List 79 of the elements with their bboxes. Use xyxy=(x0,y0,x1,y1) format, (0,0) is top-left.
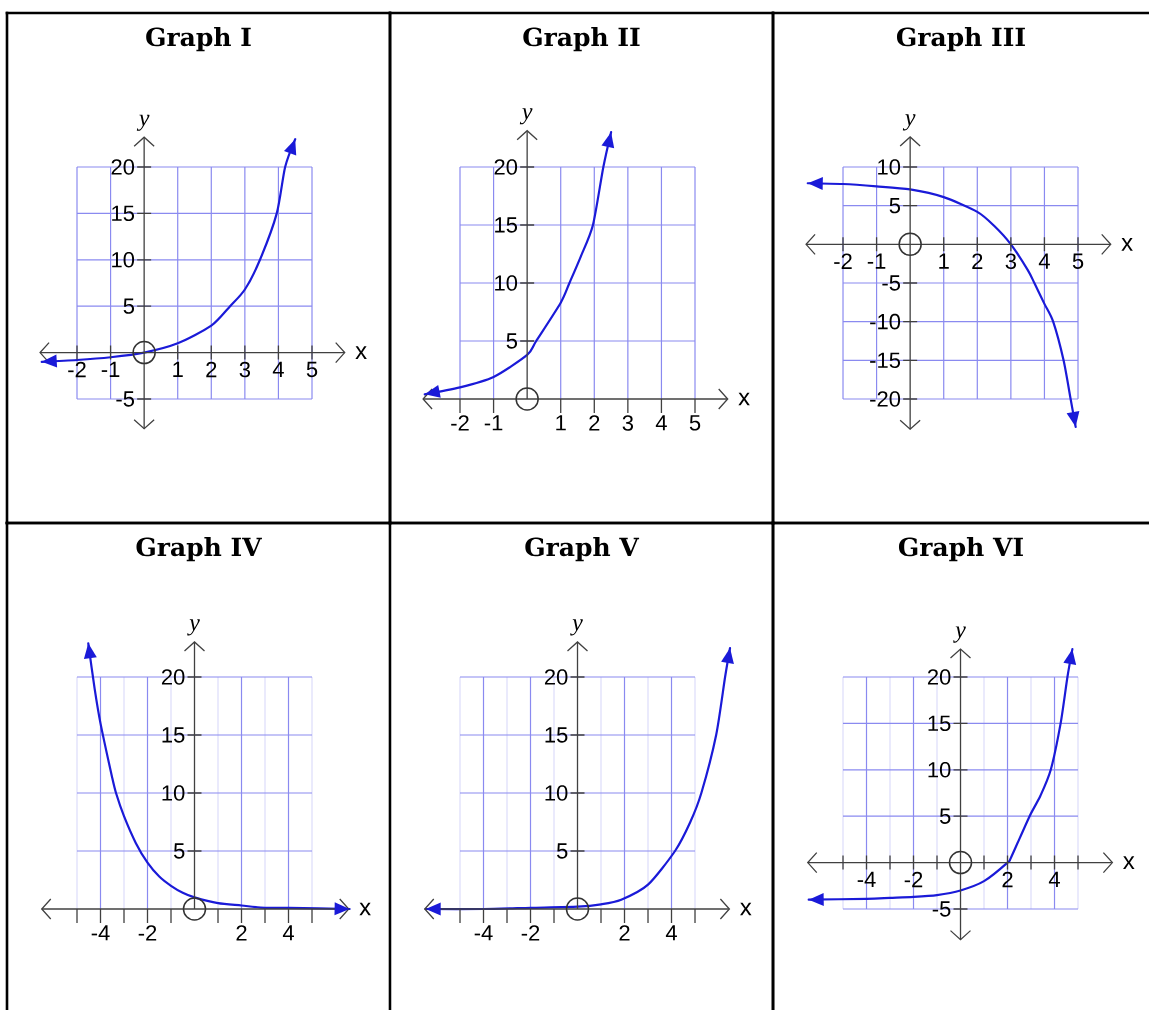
y-tick-label: 15 xyxy=(928,715,951,732)
x-axis-title: x xyxy=(738,392,750,406)
y-tick-label: 15 xyxy=(545,727,568,743)
x-tick-label: -4 xyxy=(474,925,493,941)
y-tick-label: 20 xyxy=(494,159,518,175)
y-tick-label: 5 xyxy=(556,843,568,859)
x-axis-title: x xyxy=(359,902,371,916)
x-tick-label: 3 xyxy=(1005,253,1017,270)
y-axis-title: y xyxy=(519,108,533,125)
x-tick-label: -2 xyxy=(451,415,469,431)
x-tick-label: 4 xyxy=(272,361,284,377)
x-axis-title: x xyxy=(355,346,367,359)
x-tick-label: 4 xyxy=(282,925,294,941)
x-tick-label: -4 xyxy=(91,925,110,941)
y-tick-label: 5 xyxy=(889,197,901,214)
x-tick-label: 3 xyxy=(622,415,634,431)
y-axis-title: y xyxy=(570,619,583,636)
y-axis-title: y xyxy=(953,626,966,643)
x-tick-label: 1 xyxy=(173,361,183,377)
chart-title: Graph IV xyxy=(136,537,262,562)
y-tick-label: 10 xyxy=(928,762,951,778)
x-tick-label: 5 xyxy=(306,361,318,378)
y-tick-label: 20 xyxy=(111,159,135,175)
x-tick-label: -4 xyxy=(857,871,876,887)
y-tick-label: 20 xyxy=(161,669,185,685)
x-tick-label: 5 xyxy=(1072,253,1084,269)
y-tick-label: 15 xyxy=(112,205,135,222)
x-tick-label: -1 xyxy=(867,253,886,269)
x-tick-label: 2 xyxy=(589,415,600,431)
x-tick-label: 4 xyxy=(1048,871,1060,887)
x-tick-label: 4 xyxy=(665,925,677,941)
y-tick-label: -10 xyxy=(870,313,901,330)
x-tick-label: -2 xyxy=(904,871,923,888)
chart-title: Graph I xyxy=(146,27,251,52)
x-tick-label: 1 xyxy=(556,415,566,431)
x-axis-title: x xyxy=(1123,856,1135,869)
x-tick-label: 2 xyxy=(1002,871,1013,888)
x-tick-label: 2 xyxy=(619,925,630,941)
y-tick-label: -20 xyxy=(870,391,901,407)
y-tick-label: 20 xyxy=(927,669,951,685)
y-tick-label: 10 xyxy=(545,785,568,801)
chart-title: Graph II xyxy=(523,27,640,52)
x-tick-label: 1 xyxy=(939,253,949,269)
y-tick-label: 5 xyxy=(173,843,185,859)
x-tick-label: 2 xyxy=(206,361,217,378)
chart-title: Graph VI xyxy=(898,537,1023,562)
chart-title: Graph V xyxy=(525,537,640,562)
y-axis-title: y xyxy=(187,619,200,636)
x-tick-label: -2 xyxy=(138,925,157,941)
y-tick-label: 10 xyxy=(112,252,135,268)
x-tick-label: -1 xyxy=(484,415,503,431)
y-axis-title: y xyxy=(136,114,150,131)
y-tick-label: 20 xyxy=(544,669,568,685)
x-tick-label: -2 xyxy=(834,253,852,269)
y-tick-label: 15 xyxy=(495,217,518,233)
x-tick-label: 4 xyxy=(1038,253,1050,269)
y-tick-label: 10 xyxy=(878,159,901,175)
x-tick-label: 5 xyxy=(689,415,701,431)
x-tick-label: 2 xyxy=(236,925,247,941)
y-tick-label: 5 xyxy=(123,298,135,314)
x-axis-title: x xyxy=(740,902,752,916)
y-tick-label: -5 xyxy=(116,391,135,407)
y-tick-label: 5 xyxy=(506,333,518,349)
x-tick-label: 4 xyxy=(655,415,667,431)
x-tick-label: -2 xyxy=(68,361,86,378)
chart-title: Graph III xyxy=(896,27,1025,52)
y-axis-title: y xyxy=(902,114,916,131)
y-tick-label: 10 xyxy=(495,275,518,291)
y-tick-label: 15 xyxy=(162,727,185,743)
y-tick-label: -5 xyxy=(932,901,951,917)
y-tick-label: 10 xyxy=(162,785,185,801)
x-tick-label: 2 xyxy=(972,253,983,269)
y-tick-label: -15 xyxy=(870,352,901,369)
y-tick-label: -5 xyxy=(882,275,901,291)
x-tick-label: 3 xyxy=(239,361,251,378)
x-tick-label: -1 xyxy=(101,361,120,377)
x-axis-title: x xyxy=(1121,237,1133,251)
y-tick-label: 5 xyxy=(939,808,951,824)
x-tick-label: -2 xyxy=(521,925,540,941)
